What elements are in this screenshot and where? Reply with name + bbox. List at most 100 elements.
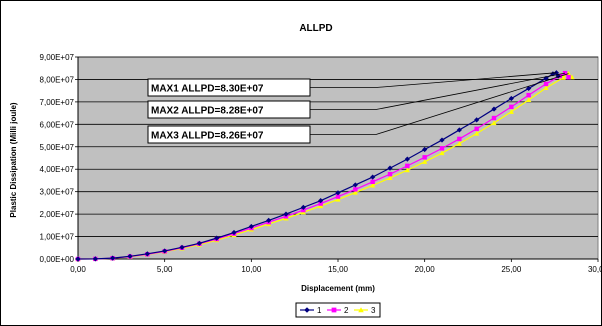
data-point bbox=[353, 187, 358, 192]
annotation-box bbox=[147, 78, 311, 97]
data-point bbox=[318, 198, 324, 204]
data-point bbox=[370, 182, 376, 188]
annotation-box bbox=[147, 100, 311, 119]
data-point bbox=[509, 104, 514, 110]
data-point bbox=[422, 146, 428, 153]
y-tick-label: 6,00E+07 bbox=[40, 120, 75, 129]
legend: 1 2 3 bbox=[295, 302, 381, 318]
y-tick-label: 9,00E+07 bbox=[40, 53, 75, 62]
data-point bbox=[331, 307, 337, 313]
annotation-box bbox=[147, 125, 311, 144]
leader-line bbox=[375, 72, 557, 88]
data-point bbox=[283, 211, 289, 217]
x-tick-label: 0,00 bbox=[70, 265, 86, 274]
x-tick-label: 10,00 bbox=[241, 265, 262, 274]
data-point bbox=[474, 130, 480, 136]
data-point bbox=[335, 194, 341, 199]
data-point bbox=[387, 175, 393, 181]
legend-label: 2 bbox=[344, 306, 349, 315]
leader-line bbox=[375, 73, 569, 135]
leader-line bbox=[375, 72, 566, 110]
annotations: MAX1 ALLPD=8.30E+07 MAX2 ALLPD=8.28E+07 MA… bbox=[147, 72, 569, 144]
data-point bbox=[422, 155, 427, 160]
data-point bbox=[196, 240, 202, 246]
data-point bbox=[566, 74, 571, 80]
annotation-3: MAX3 ALLPD=8.26E+07 bbox=[147, 73, 569, 144]
data-point bbox=[491, 115, 497, 121]
data-point bbox=[110, 255, 116, 261]
legend-entry-3: 3 bbox=[354, 306, 376, 315]
data-point bbox=[335, 196, 341, 202]
data-point bbox=[457, 136, 462, 142]
data-point bbox=[404, 167, 410, 173]
series-1 bbox=[75, 70, 561, 262]
data-point bbox=[456, 141, 462, 146]
legend-entry-2: 2 bbox=[327, 306, 349, 315]
data-point bbox=[92, 256, 98, 262]
y-tick-label: 7,00E+07 bbox=[40, 98, 75, 107]
x-tick-label: 30,00 bbox=[588, 265, 602, 274]
legend-label: 3 bbox=[371, 306, 376, 315]
data-point bbox=[439, 137, 445, 143]
annotation-text: MAX3 ALLPD=8.26E+07 bbox=[151, 131, 264, 142]
data-point bbox=[358, 307, 364, 313]
data-point bbox=[543, 85, 549, 91]
chart-title: ALLPD bbox=[299, 23, 332, 34]
data-point bbox=[543, 81, 549, 87]
data-point bbox=[474, 126, 479, 132]
x-axis-label: Displacement (mm) bbox=[301, 284, 375, 293]
data-point bbox=[387, 165, 393, 171]
x-tick-label: 15,00 bbox=[328, 265, 349, 274]
gridlines bbox=[78, 56, 598, 260]
x-tick-label: 25,00 bbox=[501, 265, 522, 274]
data-point bbox=[127, 253, 133, 259]
data-point bbox=[474, 117, 480, 123]
y-tick-label: 8,00E+07 bbox=[40, 75, 75, 84]
data-point bbox=[304, 307, 310, 313]
y-tick-label: 0,00E+00 bbox=[40, 255, 75, 264]
data-point bbox=[555, 73, 561, 79]
data-point bbox=[526, 97, 532, 102]
y-tick-label: 4,00E+07 bbox=[40, 165, 75, 174]
annotation-2: MAX2 ALLPD=8.28E+07 bbox=[147, 72, 566, 119]
data-point bbox=[248, 223, 254, 230]
data-point bbox=[439, 146, 445, 151]
data-point bbox=[405, 163, 410, 169]
data-point bbox=[491, 106, 497, 112]
annotation-text: MAX2 ALLPD=8.28E+07 bbox=[151, 106, 264, 117]
x-axis-ticks: 0,00 5,00 10,00 15,00 20,00 25,00 30,00 bbox=[70, 258, 602, 274]
legend-entry-1: 1 bbox=[300, 306, 322, 315]
data-point bbox=[75, 256, 81, 262]
y-tick-label: 5,00E+07 bbox=[40, 143, 75, 152]
y-axis-label: Plastic Dissipation (Milli joule) bbox=[9, 102, 18, 217]
annotation-1: MAX1 ALLPD=8.30E+07 bbox=[147, 72, 557, 97]
y-axis-ticks: 0,00E+00 1,00E+07 2,00E+07 3,00E+07 4,00E+07… bbox=[40, 53, 79, 264]
data-point bbox=[231, 229, 237, 236]
series-layer bbox=[75, 70, 575, 262]
data-point bbox=[562, 70, 568, 76]
data-point bbox=[508, 95, 514, 102]
data-point bbox=[370, 179, 375, 185]
data-point bbox=[214, 235, 220, 241]
data-point bbox=[162, 248, 168, 254]
data-point bbox=[352, 189, 358, 195]
data-point bbox=[266, 217, 272, 223]
data-point bbox=[301, 207, 306, 213]
data-point bbox=[439, 150, 445, 156]
data-point bbox=[335, 190, 341, 196]
data-point bbox=[491, 120, 497, 126]
data-point bbox=[352, 182, 358, 188]
data-point bbox=[300, 204, 306, 210]
data-point bbox=[318, 201, 323, 206]
data-point bbox=[456, 127, 462, 133]
y-tick-label: 2,00E+07 bbox=[40, 210, 75, 219]
x-tick-label: 20,00 bbox=[415, 265, 436, 274]
data-point bbox=[526, 92, 531, 98]
data-point bbox=[508, 109, 514, 114]
y-tick-label: 1,00E+07 bbox=[40, 233, 75, 242]
data-point bbox=[560, 75, 566, 80]
legend-label: 1 bbox=[317, 306, 322, 315]
data-point bbox=[404, 156, 410, 162]
y-tick-label: 3,00E+07 bbox=[40, 188, 75, 197]
